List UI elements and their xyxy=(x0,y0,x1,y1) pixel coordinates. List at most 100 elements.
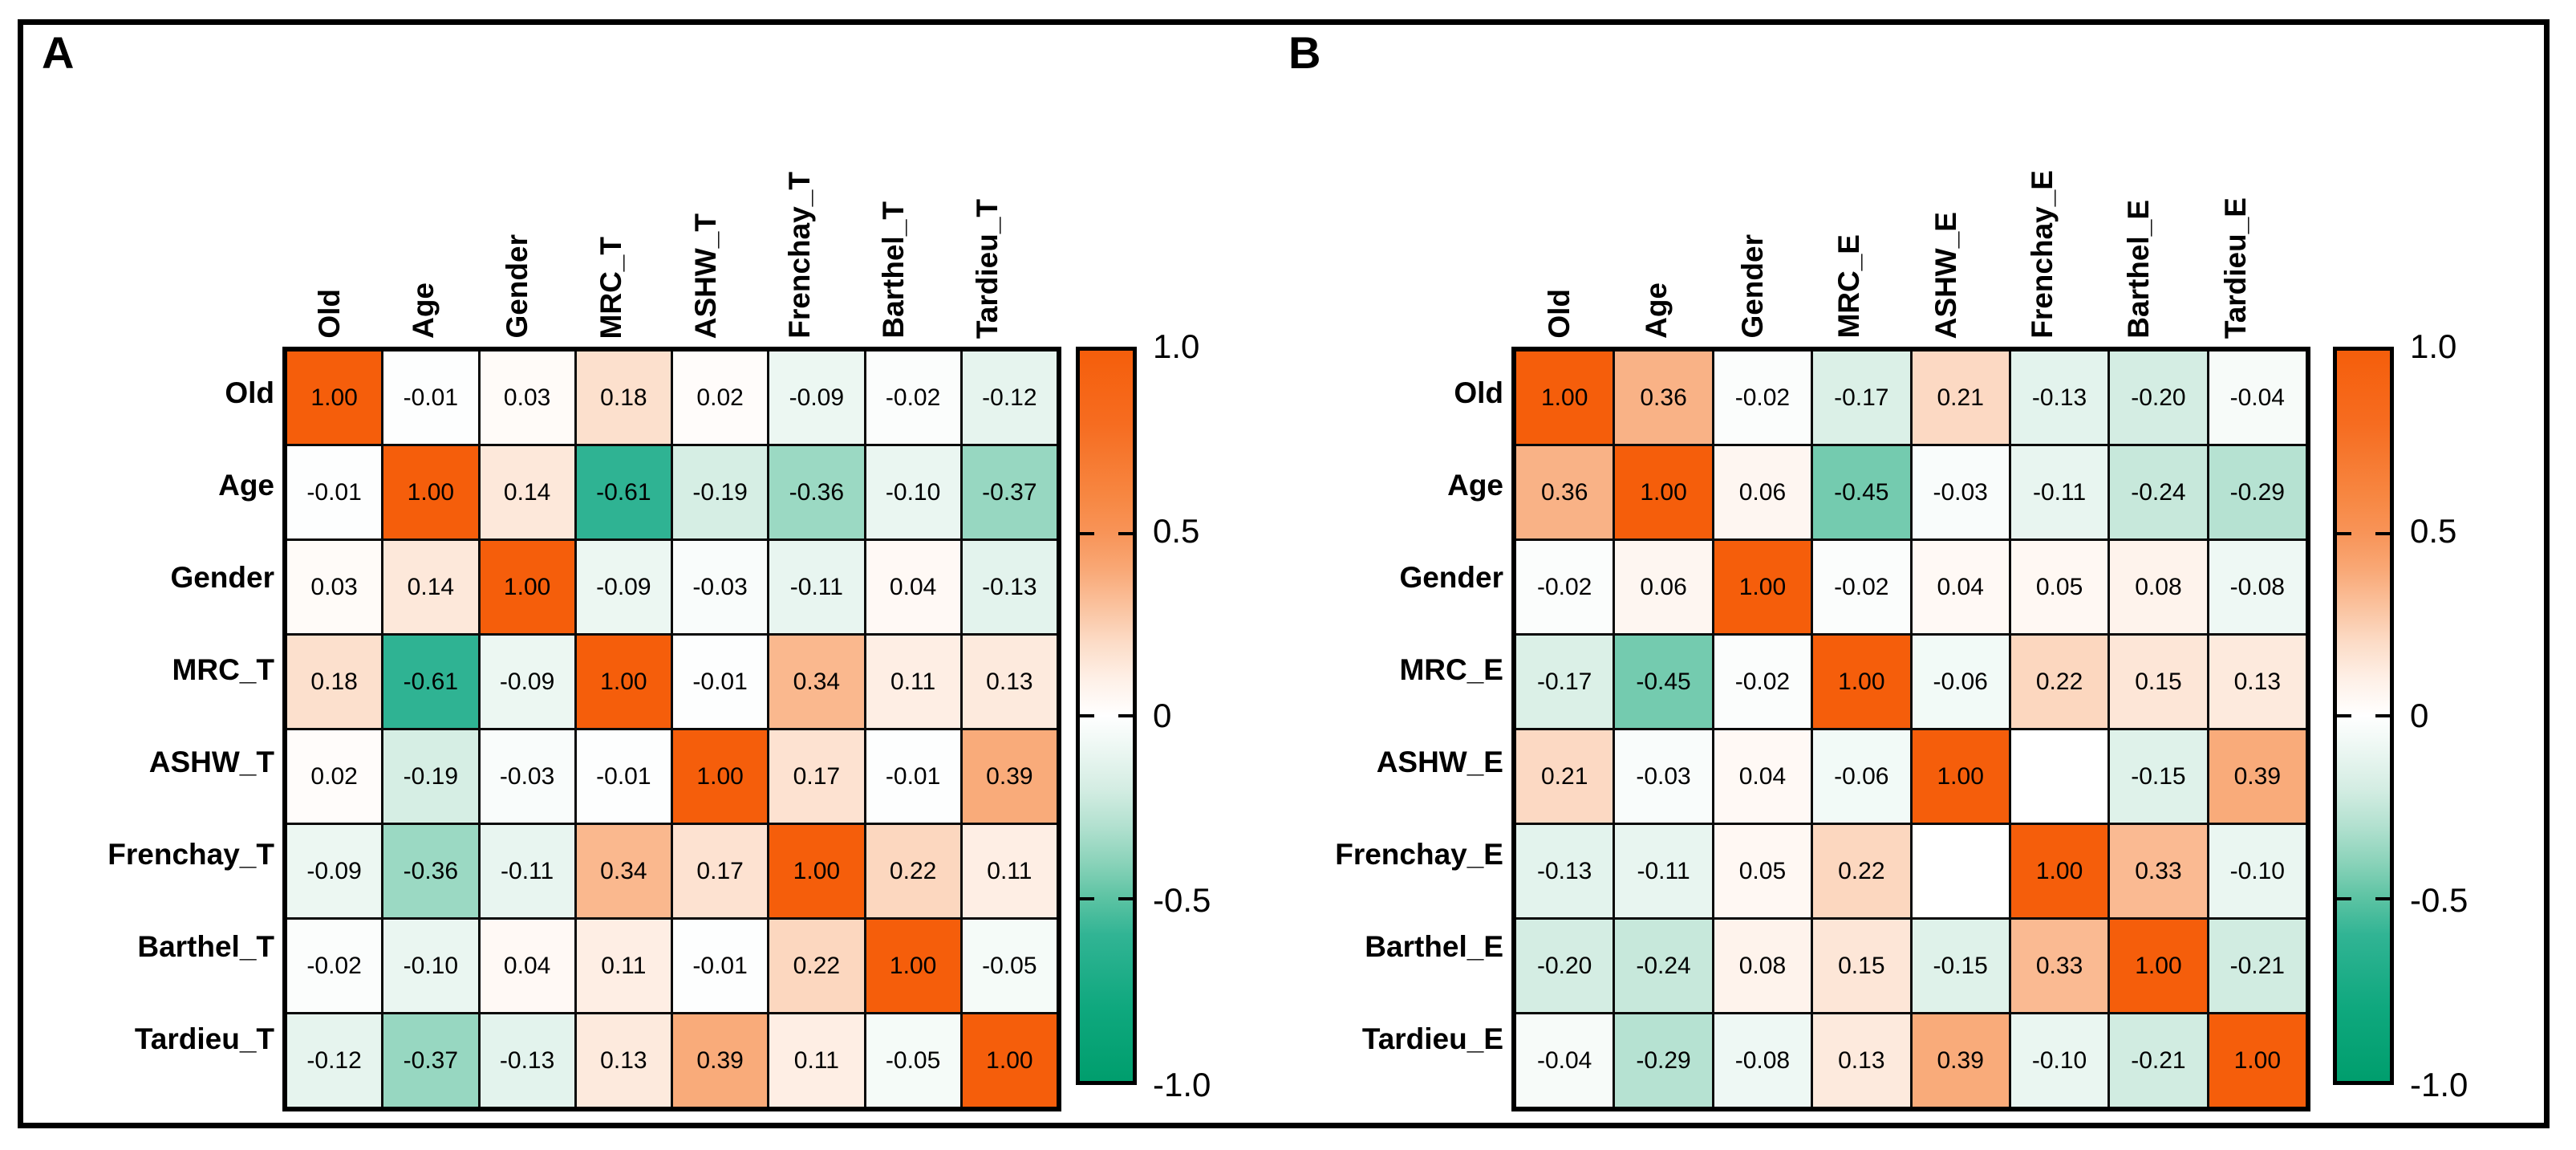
matrix-cell: -0.12 xyxy=(283,1012,384,1111)
matrix-cell: -0.06 xyxy=(1811,728,1913,825)
matrix-cell: -0.01 xyxy=(381,347,481,446)
figure-border xyxy=(18,19,2550,1128)
column-label: MRC_T xyxy=(594,236,628,339)
matrix-cell: 1.00 xyxy=(863,917,963,1014)
matrix-cell: 0.33 xyxy=(2008,917,2111,1014)
colorbar-tick-label: -0.5 xyxy=(1153,881,1211,919)
matrix-cell: 0.03 xyxy=(477,347,577,446)
matrix-cell: 1.00 xyxy=(2107,917,2209,1014)
matrix-cell: -0.45 xyxy=(1811,444,1913,541)
matrix-cell: 0.05 xyxy=(2008,538,2111,636)
matrix-cell: 0.22 xyxy=(1811,823,1913,920)
row-label: Tardieu_E xyxy=(1361,1022,1503,1055)
matrix-cell: -0.02 xyxy=(283,917,384,1014)
colorbar-tick-label: 0 xyxy=(2410,697,2429,734)
matrix-row: -0.13 -0.11 0.05 0.22 1.00 0.33 -0.10 xyxy=(1512,823,2310,920)
matrix-cell: 0.22 xyxy=(2008,633,2111,730)
matrix-cell: 1.00 xyxy=(381,444,481,541)
matrix-cell: 0.06 xyxy=(1613,538,1714,636)
colorbar-tick xyxy=(2337,531,2351,535)
colorbar-tick xyxy=(2337,896,2351,900)
column-label: Old xyxy=(1543,289,1576,339)
row-label: Frenchay_E xyxy=(1335,838,1503,871)
colorbar-tick-label: 0.5 xyxy=(2410,512,2457,550)
matrix-cell: 0.22 xyxy=(863,823,963,920)
matrix-cell: -0.36 xyxy=(381,823,481,920)
matrix-cell: -0.24 xyxy=(2107,444,2209,541)
matrix-cell: -0.04 xyxy=(1512,1012,1616,1111)
matrix-cell: 0.21 xyxy=(1512,728,1616,825)
row-label: ASHW_T xyxy=(148,746,274,778)
matrix-cell: -0.09 xyxy=(767,347,866,446)
matrix-cell: -0.20 xyxy=(2107,347,2209,446)
matrix-cell: 0.15 xyxy=(1811,917,1913,1014)
colorbar-tick-label: 1.0 xyxy=(2410,327,2457,365)
matrix-cell: -0.10 xyxy=(2206,823,2310,920)
matrix-row: -0.17 -0.45 -0.02 1.00 -0.06 0.22 0.15 0.13 xyxy=(1512,633,2310,730)
colorbar-tick-label: -1.0 xyxy=(2410,1066,2468,1103)
matrix-cell: -0.10 xyxy=(863,444,963,541)
matrix-cell: -0.11 xyxy=(1613,823,1714,920)
column-label: Frenchay_T xyxy=(782,172,816,339)
matrix-cell: -0.45 xyxy=(1613,633,1714,730)
matrix-cell: 0.18 xyxy=(574,347,674,446)
matrix-cell: -0.13 xyxy=(477,1012,577,1111)
matrix-cell: -0.02 xyxy=(1811,538,1913,636)
column-label: Barthel_T xyxy=(877,201,911,339)
matrix-cell: 1.00 xyxy=(477,538,577,636)
matrix-cell: 1.00 xyxy=(574,633,674,730)
matrix-cell: 1.00 xyxy=(283,347,384,446)
matrix-cell: 1.00 xyxy=(1711,538,1814,636)
matrix-cell: 0.11 xyxy=(863,633,963,730)
matrix-cell: -0.09 xyxy=(477,633,577,730)
correlation-matrix: 1.00 0.36 -0.02 -0.17 0.21 -0.13 -0.20 -0.04 0.3… xyxy=(1511,347,2310,1111)
panel-a-label: A xyxy=(42,27,75,78)
matrix-row: 1.00 -0.01 0.03 0.18 0.02 -0.09 -0.02 -0.12 xyxy=(283,347,1061,446)
matrix-cell: 0.13 xyxy=(574,1012,674,1111)
panel-b-label: B xyxy=(1288,27,1321,78)
matrix-cell: -0.11 xyxy=(767,538,866,636)
matrix-cell: -0.02 xyxy=(1711,633,1814,730)
correlation-matrix: 1.00 -0.01 0.03 0.18 0.02 -0.09 -0.02 -0.12 -0.0… xyxy=(282,347,1061,1111)
column-label: Tardieu_E xyxy=(2218,197,2252,339)
matrix-cell: 0.04 xyxy=(863,538,963,636)
matrix-cell: -0.08 xyxy=(1711,1012,1814,1111)
column-label: ASHW_E xyxy=(1929,211,1962,339)
matrix-cell: 0.39 xyxy=(959,728,1061,825)
matrix-cell: -0.29 xyxy=(2206,444,2310,541)
matrix-cell: 0.34 xyxy=(767,633,866,730)
matrix-cell: -0.61 xyxy=(574,444,674,541)
column-label: Old xyxy=(312,289,346,339)
matrix-cell: -0.01 xyxy=(670,917,770,1014)
matrix-row: 0.02 -0.19 -0.03 -0.01 1.00 0.17 -0.01 0.39 xyxy=(283,728,1061,825)
row-label: Barthel_E xyxy=(1365,930,1503,963)
matrix-cell: 0.22 xyxy=(767,917,866,1014)
matrix-cell: 0.05 xyxy=(1711,823,1814,920)
matrix-cell: 0.39 xyxy=(670,1012,770,1111)
matrix-cell: -0.09 xyxy=(574,538,674,636)
matrix-cell: -0.21 xyxy=(2107,1012,2209,1111)
column-label: ASHW_T xyxy=(688,213,722,339)
matrix-cell: 0.08 xyxy=(2107,538,2209,636)
matrix-row: -0.09 -0.36 -0.11 0.34 0.17 1.00 0.22 0.11 xyxy=(283,823,1061,920)
column-labels: Old Age Gender MRC_T ASHW_T Frenchay_T Barthel… xyxy=(282,90,1035,339)
matrix-cell: -0.03 xyxy=(477,728,577,825)
matrix-cell: -0.01 xyxy=(283,444,384,541)
matrix-row: -0.01 1.00 0.14 -0.61 -0.19 -0.36 -0.10 -0.37 xyxy=(283,444,1061,541)
matrix-cell: 0.11 xyxy=(574,917,674,1014)
column-label: MRC_E xyxy=(1832,234,1866,339)
matrix-cell: -0.02 xyxy=(863,347,963,446)
colorbar-tick-label: 0 xyxy=(1153,697,1172,734)
matrix-cell: -0.19 xyxy=(381,728,481,825)
matrix-cell: 1.00 xyxy=(1909,728,2011,825)
matrix-cell: -0.37 xyxy=(381,1012,481,1111)
matrix-cell: -0.04 xyxy=(2206,347,2310,446)
matrix-cell: -0.21 xyxy=(2206,917,2310,1014)
matrix-row: -0.02 -0.10 0.04 0.11 -0.01 0.22 1.00 -0.05 xyxy=(283,917,1061,1014)
matrix-cell: 0.17 xyxy=(670,823,770,920)
matrix-cell-blank xyxy=(2010,729,2109,824)
matrix-row: 0.18 -0.61 -0.09 1.00 -0.01 0.34 0.11 0.13 xyxy=(283,633,1061,730)
matrix-cell: 0.34 xyxy=(574,823,674,920)
matrix-cell: -0.13 xyxy=(2008,347,2111,446)
colorbar-tick-label: 0.5 xyxy=(1153,512,1200,550)
